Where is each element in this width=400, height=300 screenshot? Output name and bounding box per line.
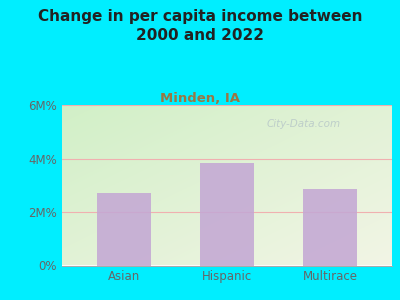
Text: Minden, IA: Minden, IA [160, 92, 240, 104]
Bar [97, 193, 151, 266]
Text: City-Data.com: City-Data.com [267, 119, 341, 129]
Bar [303, 189, 357, 266]
Text: Change in per capita income between
2000 and 2022: Change in per capita income between 2000… [38, 9, 362, 43]
Bar [200, 163, 254, 266]
